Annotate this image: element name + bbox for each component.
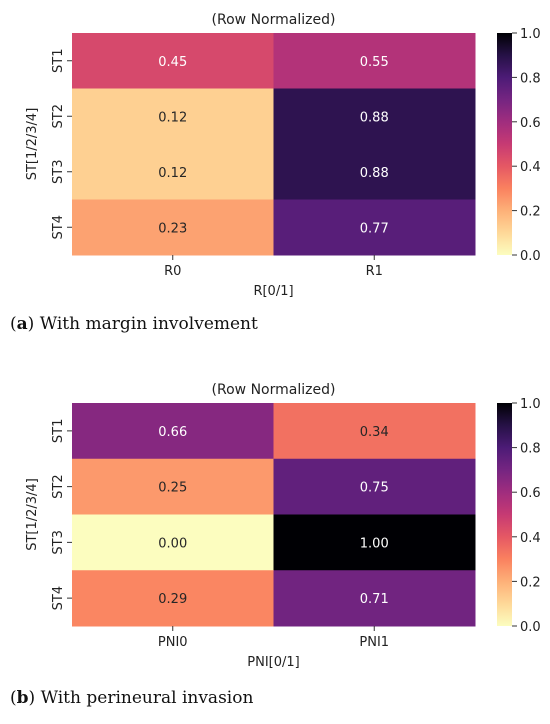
heatmap-a-ytick-label-1: ST2 [51,104,66,128]
heatmap-b-colorbar [497,403,512,626]
heatmap-b-cell-label-3-1: 0.71 [360,592,389,607]
caption-a: (a) With margin involvement [10,314,258,334]
heatmap-b-cell-label-2-0: 0.00 [158,536,187,551]
heatmap-b-colorbar-tick-label-2: 0.4 [520,531,541,546]
heatmap-a-ytick-label-0: ST1 [51,49,66,73]
heatmap-b-ytick-label-3: ST4 [51,586,66,610]
heatmap-b-cell-2-0 [72,514,274,571]
heatmap-a-ylabel: ST[1/2/3/4] [25,108,40,181]
caption-b-text: With perineural invasion [35,688,254,708]
caption-b-letter: b [16,688,29,708]
heatmap-b-ytick-label-0: ST1 [51,419,66,443]
heatmap-a-xlabel: R[0/1] [253,284,293,299]
caption-a-letter: a [16,314,28,334]
heatmap-a-colorbar-tick-label-4: 0.8 [520,71,541,86]
heatmap-a-cell-2-1 [273,144,476,200]
heatmap-b-colorbar-tick-label-1: 0.2 [520,575,541,590]
figure-panel-a: (Row Normalized) 0.45 0.55 0.12 0.88 0.12 0.88… [0,0,550,345]
heatmap-a-title: (Row Normalized) [212,12,336,28]
heatmap-a-ytick-label-3: ST4 [51,215,66,239]
heatmap-b-cell-3-1 [273,570,476,627]
heatmap-b-cell-label-0-0: 0.66 [158,425,187,440]
heatmap-b-ylabel: ST[1/2/3/4] [25,478,40,551]
heatmap-a-cell-1-1 [273,88,476,145]
heatmap-a-cell-3-0 [72,199,274,256]
heatmap-b-xlabel: PNI[0/1] [247,655,299,670]
heatmap-a-colorbar-tick-label-2: 0.4 [520,160,541,175]
heatmap-b-cell-3-0 [72,570,274,627]
heatmap-b-cell-label-3-0: 0.29 [158,592,187,607]
heatmap-b-cell-label-1-1: 0.75 [360,481,389,496]
heatmap-b: (Row Normalized)0.66 0.340.25 0.750.00 1.00… [25,382,541,670]
heatmap-b-xtick-label-0: PNI0 [158,635,188,650]
heatmap-b-xtick-label-1: PNI1 [359,635,389,650]
heatmap-a-colorbar-tick-label-5: 1.0 [520,27,541,42]
heatmap-b-cell-label-0-1: 0.34 [360,425,389,440]
figure-panel-b: (Row Normalized) 0.66 0.34 0.25 0.75 0.00 1.00… [0,370,550,724]
heatmap-b-cell-0-1 [273,403,476,460]
heatmap-a-cell-3-1 [273,199,476,256]
heatmap-b-colorbar-tick-label-0: 0.0 [520,620,541,635]
heatmap-a-cell-label-0-0: 0.45 [158,55,187,70]
heatmap-a: (Row Normalized) 0.45 0.55 0.12 0.88 0.12 0.88… [25,12,541,299]
heatmap-a-cell-0-1 [273,33,476,89]
heatmap-a-colorbar-tick-label-1: 0.2 [520,205,541,220]
heatmap-a-cell-1-0 [72,88,274,145]
heatmap-a-colorbar-tick-label-0: 0.0 [520,249,541,264]
heatmap-a-colorbar [497,33,512,255]
heatmap-b-ytick-label-2: ST3 [51,530,66,554]
heatmap-a-cell-label-3-1: 0.77 [360,221,389,236]
heatmap-a-xtick-label-1: R1 [366,264,383,279]
heatmap-a-cell-label-0-1: 0.55 [360,55,389,70]
heatmap-a-cell-label-2-0: 0.12 [158,166,187,181]
heatmap-a-xtick-label-0: R0 [164,264,181,279]
heatmap-a-cell-label-1-0: 0.12 [158,110,187,125]
heatmap-b-cell-0-0 [72,403,274,460]
heatmap-b-cell-1-1 [273,458,476,515]
heatmap-b-cell-1-0 [72,458,274,515]
heatmap-b-cell-label-2-1: 1.00 [360,536,389,551]
heatmap-a-cell-label-1-1: 0.88 [360,110,389,125]
heatmap-b-title: (Row Normalized) [212,382,336,398]
heatmap-a-cell-2-0 [72,144,274,200]
heatmap-b-colorbar-tick-label-4: 0.8 [520,442,541,457]
heatmap-b-cell-label-1-0: 0.25 [158,481,187,496]
heatmap-b-colorbar-tick-label-3: 0.6 [520,486,541,501]
heatmap-a-cell-label-3-0: 0.23 [158,221,187,236]
heatmap-a-cell-label-2-1: 0.88 [360,166,389,181]
heatmap-a-ytick-label-2: ST3 [51,160,66,184]
heatmap-a-colorbar-tick-label-3: 0.6 [520,116,541,131]
caption-b: (b) With perineural invasion [10,688,254,708]
heatmap-b-colorbar-tick-label-5: 1.0 [520,397,541,412]
heatmap-b-cell-2-1 [273,514,476,571]
heatmap-b-ytick-label-1: ST2 [51,474,66,498]
heatmap-a-cell-0-0 [72,33,274,89]
caption-a-text: With margin involvement [34,314,258,334]
